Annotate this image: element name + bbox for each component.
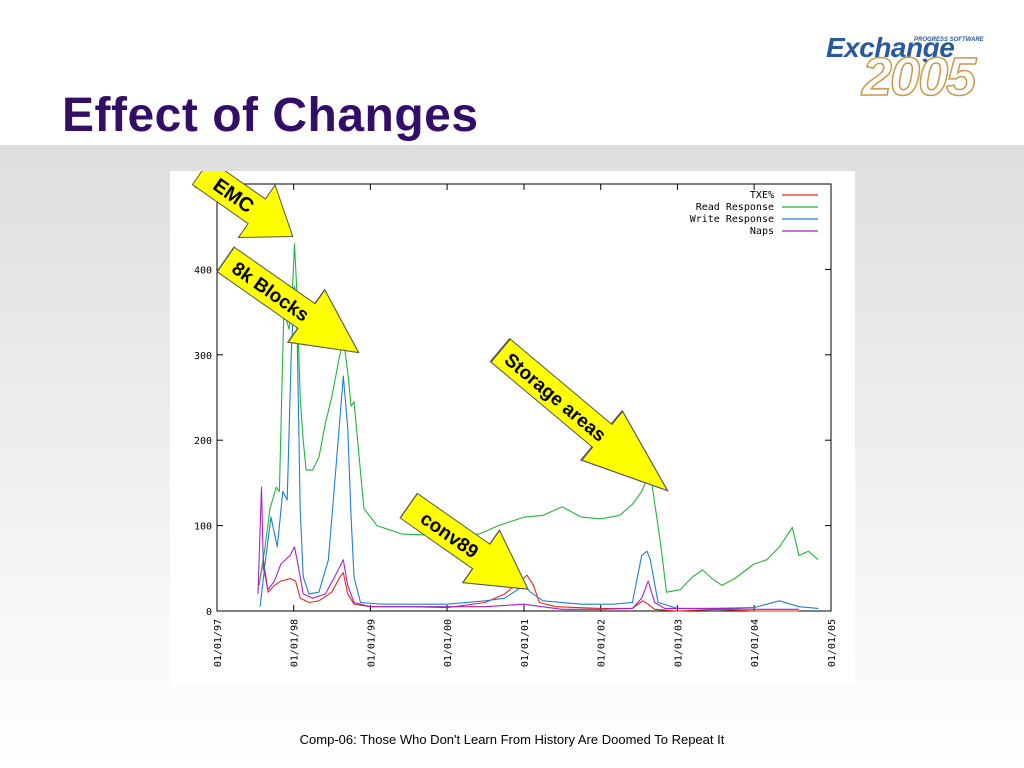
x-tick-label: 01/01/04	[750, 619, 761, 667]
series-line-naps	[257, 486, 799, 610]
x-tick-label: 01/01/97	[213, 619, 224, 667]
exchange-2005-logo: Exchange PROGRESS SOFTWARE 2005	[822, 30, 1012, 108]
callout-arrow-shape	[191, 171, 294, 239]
callout-arrow-shape	[489, 337, 669, 492]
callout-arrow-conv89: conv89	[399, 492, 529, 590]
callout-arrow-storage-areas: Storage areas	[489, 337, 669, 492]
logo-year: 2005	[861, 46, 977, 108]
plot-frame	[216, 183, 832, 612]
legend-label: Naps	[750, 226, 774, 237]
legend-label: TXE%	[750, 190, 774, 201]
x-tick-label: 01/01/03	[673, 619, 684, 667]
callout-label: 8k Blocks	[228, 258, 313, 326]
callout-arrow-8k-blocks: 8k Blocks	[216, 246, 360, 354]
x-tick-label: 01/01/01	[520, 619, 531, 667]
series-line-read-response	[258, 243, 819, 593]
y-tick-label: 200	[194, 436, 212, 447]
callout-label: Storage areas	[500, 350, 610, 447]
y-tick-label: 100	[194, 522, 212, 533]
callout-arrow-emc: EMC	[191, 171, 294, 239]
y-tick-label: 400	[194, 265, 212, 276]
slide-title: Effect of Changes	[62, 89, 479, 142]
x-tick-label: 01/01/02	[597, 619, 608, 667]
x-tick-label: 01/01/00	[443, 619, 454, 667]
slide-footer: Comp-06: Those Who Don't Learn From Hist…	[299, 732, 725, 747]
callout-arrow-shape	[216, 246, 360, 354]
legend-label: Write Response	[690, 214, 774, 225]
y-tick-label: 300	[194, 351, 212, 362]
x-tick-label: 01/01/99	[366, 619, 377, 667]
legend-label: Read Response	[696, 202, 774, 213]
x-tick-label: 01/01/98	[290, 619, 301, 667]
callout-arrow-shape	[399, 492, 529, 590]
logo-brand: Exchange	[826, 32, 955, 63]
logo-vendor: PROGRESS SOFTWARE	[914, 37, 984, 43]
y-tick-label: 0	[206, 607, 212, 618]
chart-panel: 010020030040050001/01/9701/01/9801/01/99…	[170, 171, 855, 686]
line-chart: 010020030040050001/01/9701/01/9801/01/99…	[191, 171, 838, 667]
x-tick-label: 01/01/05	[827, 619, 838, 667]
